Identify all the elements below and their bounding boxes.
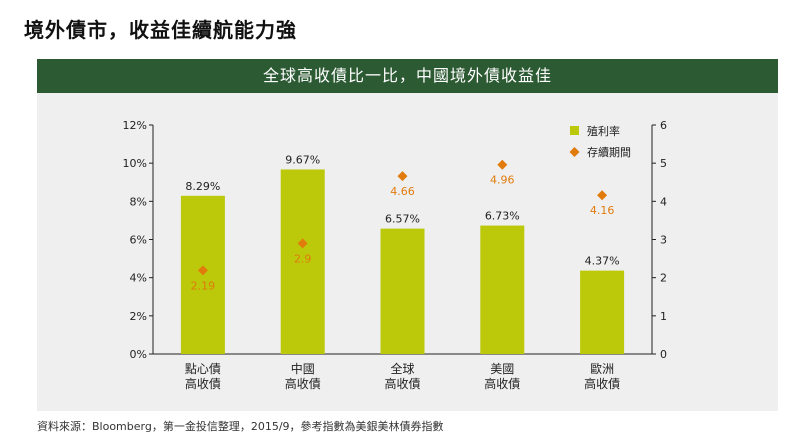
y-right-tick-label: 6 bbox=[660, 119, 667, 132]
bar-value-label: 9.67% bbox=[285, 153, 320, 166]
duration-value-label: 4.66 bbox=[390, 185, 415, 198]
y-right-tick-label: 2 bbox=[660, 272, 667, 285]
y-left-tick-label: 6% bbox=[130, 234, 147, 247]
y-left-tick-label: 0% bbox=[130, 348, 147, 361]
chart-banner: 全球高收債比一比，中國境外債收益佳 bbox=[37, 59, 778, 93]
bar bbox=[580, 270, 625, 354]
y-left-tick-label: 10% bbox=[123, 157, 147, 170]
category-label: 高收債 bbox=[584, 376, 620, 391]
y-left-tick-label: 4% bbox=[130, 272, 147, 285]
bar bbox=[280, 169, 325, 354]
legend-bar-swatch bbox=[570, 126, 579, 135]
y-left-tick-label: 2% bbox=[130, 310, 147, 323]
category-label: 高收債 bbox=[384, 376, 420, 391]
duration-value-label: 2.19 bbox=[191, 279, 216, 292]
duration-point bbox=[497, 159, 508, 170]
duration-value-label: 4.96 bbox=[490, 174, 515, 187]
bar-value-label: 4.37% bbox=[585, 255, 620, 268]
bar bbox=[380, 228, 425, 354]
bar-value-label: 6.57% bbox=[385, 213, 420, 226]
duration-value-label: 2.9 bbox=[294, 252, 312, 265]
y-right-tick-label: 3 bbox=[660, 234, 667, 247]
legend-diamond-swatch bbox=[569, 147, 580, 157]
y-right-tick-label: 1 bbox=[660, 310, 667, 323]
category-label: 中國 bbox=[291, 361, 315, 376]
duration-point bbox=[297, 238, 308, 249]
y-left-tick-label: 12% bbox=[123, 119, 147, 132]
legend-bar-label: 殖利率 bbox=[587, 124, 620, 138]
category-label: 點心債 bbox=[185, 361, 221, 376]
duration-point bbox=[197, 265, 208, 276]
y-left-tick-label: 8% bbox=[130, 195, 147, 208]
category-label: 高收債 bbox=[484, 376, 520, 391]
category-label: 歐洲 bbox=[590, 361, 614, 376]
category-label: 美國 bbox=[490, 362, 514, 376]
bar bbox=[480, 225, 525, 354]
y-right-tick-label: 0 bbox=[660, 348, 667, 361]
category-label: 高收債 bbox=[285, 376, 321, 391]
duration-value-label: 4.16 bbox=[590, 204, 615, 217]
category-label: 高收債 bbox=[185, 376, 221, 391]
y-right-tick-label: 5 bbox=[660, 157, 667, 170]
duration-point bbox=[597, 190, 608, 201]
bar-value-label: 6.73% bbox=[485, 210, 520, 223]
y-right-tick-label: 4 bbox=[660, 195, 667, 208]
duration-point bbox=[397, 171, 408, 182]
legend-diamond-label: 存續期間 bbox=[587, 145, 631, 159]
page-title: 境外債市，收益佳續航能力強 bbox=[24, 18, 297, 42]
source-note: 資料來源：Bloomberg，第一金投信整理，2015/9，參考指數為美銀美林債… bbox=[37, 420, 444, 433]
bar-value-label: 8.29% bbox=[185, 180, 220, 193]
category-label: 全球 bbox=[390, 361, 414, 376]
